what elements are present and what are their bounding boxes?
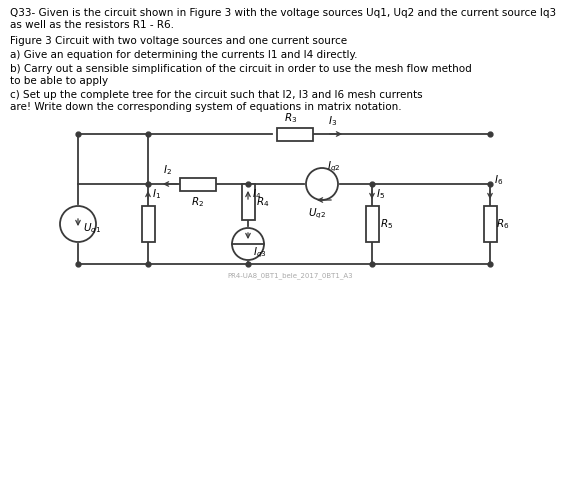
Text: are! Write down the corresponding system of equations in matrix notation.: are! Write down the corresponding system… (10, 102, 402, 112)
Text: $R_3$: $R_3$ (284, 111, 298, 125)
Circle shape (306, 168, 338, 200)
Text: $I_6$: $I_6$ (494, 173, 503, 187)
Bar (180, 177, 216, 190)
Circle shape (232, 228, 264, 260)
Text: $I_5$: $I_5$ (376, 187, 385, 201)
Text: $R_5$: $R_5$ (380, 217, 393, 231)
Text: $I_2$: $I_2$ (163, 163, 172, 177)
Bar (365, 206, 379, 242)
Text: $I_{q3}$: $I_{q3}$ (253, 246, 267, 260)
Text: $R_4$: $R_4$ (256, 195, 269, 209)
Text: b) Carry out a sensible simplification of the circuit in order to use the mesh f: b) Carry out a sensible simplification o… (10, 64, 472, 74)
Text: $I_1$: $I_1$ (152, 187, 161, 201)
Text: $R_2$: $R_2$ (192, 195, 204, 209)
Bar (242, 184, 254, 220)
Text: $U_{q2}$: $U_{q2}$ (308, 207, 326, 221)
Text: a) Give an equation for determining the currents I1 and I4 directly.: a) Give an equation for determining the … (10, 50, 358, 60)
Circle shape (60, 206, 96, 242)
Text: to be able to apply: to be able to apply (10, 76, 108, 86)
Text: $R_6$: $R_6$ (496, 217, 509, 231)
Bar (141, 206, 155, 242)
Text: $I_3$: $I_3$ (328, 114, 337, 128)
Text: $I_{q2}$: $I_{q2}$ (327, 160, 340, 174)
Text: PR4-UA8_0BT1_bele_2017_0BT1_A3: PR4-UA8_0BT1_bele_2017_0BT1_A3 (227, 272, 353, 279)
Text: Figure 3 Circuit with two voltage sources and one current source: Figure 3 Circuit with two voltage source… (10, 36, 347, 46)
Text: $I_4$: $I_4$ (252, 187, 261, 201)
Bar (484, 206, 496, 242)
Bar (277, 128, 313, 140)
Text: c) Set up the complete tree for the circuit such that I2, I3 and I6 mesh current: c) Set up the complete tree for the circ… (10, 90, 422, 100)
Text: Q33- Given is the circuit shown in Figure 3 with the voltage sources Uq1, Uq2 an: Q33- Given is the circuit shown in Figur… (10, 8, 556, 18)
Text: $U_{q1}$: $U_{q1}$ (83, 222, 101, 236)
Text: as well as the resistors R1 - R6.: as well as the resistors R1 - R6. (10, 20, 174, 30)
